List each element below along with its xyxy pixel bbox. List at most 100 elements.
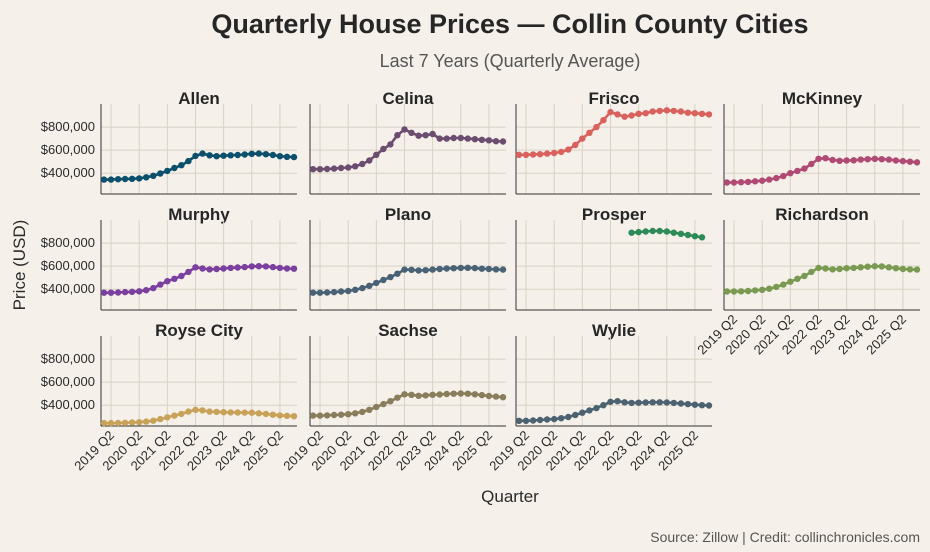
data-point — [401, 266, 408, 273]
data-point — [744, 178, 752, 186]
data-point — [220, 152, 227, 159]
data-point — [698, 402, 706, 409]
data-point — [464, 264, 471, 271]
data-point — [723, 179, 731, 186]
data-point — [478, 391, 486, 399]
data-point — [457, 264, 464, 272]
data-point — [422, 132, 429, 139]
series-line — [313, 392, 504, 417]
panel-allen: Allen $400,000 $600,000 $800,000 — [41, 89, 298, 195]
data-point — [290, 413, 298, 420]
data-point — [199, 265, 206, 272]
panel-title: Richardson — [775, 205, 869, 224]
data-point — [345, 287, 352, 295]
data-point — [773, 174, 780, 182]
data-point — [642, 110, 649, 117]
data-point — [536, 416, 544, 424]
y-tick-label: $800,000 — [41, 351, 95, 366]
data-point — [787, 278, 794, 285]
data-point — [492, 266, 500, 273]
data-point — [422, 267, 429, 274]
data-point — [579, 409, 586, 416]
data-point — [656, 227, 663, 235]
data-point — [387, 273, 394, 281]
data-point — [276, 412, 284, 419]
data-point — [136, 288, 143, 295]
data-point — [100, 289, 108, 296]
data-point — [213, 153, 220, 160]
chart-caption: Source: Zillow | Credit: collinchronicle… — [650, 529, 920, 545]
data-point — [157, 170, 164, 177]
facet-panels: Allen $400,000 $600,000 $800,000 Celina Frisc… — [41, 89, 921, 473]
data-point — [677, 400, 685, 407]
data-point — [100, 176, 108, 183]
data-point — [178, 162, 185, 169]
data-point — [815, 264, 822, 272]
series-line — [727, 264, 918, 293]
data-point — [114, 419, 122, 427]
panel-title: McKinney — [782, 89, 863, 108]
data-point — [691, 401, 699, 408]
data-point — [359, 408, 366, 416]
x-axis-title: Quarter — [481, 487, 539, 506]
data-point — [387, 141, 394, 148]
data-point — [337, 411, 345, 418]
data-point — [663, 228, 670, 235]
data-point — [822, 155, 829, 162]
panel-prosper: Prosper — [515, 205, 712, 311]
data-point — [857, 156, 864, 163]
data-point — [241, 409, 248, 416]
data-point — [892, 265, 900, 272]
data-point — [150, 284, 157, 292]
data-point — [283, 265, 291, 272]
data-point — [892, 157, 900, 164]
data-point — [822, 265, 829, 272]
data-point — [262, 263, 270, 270]
data-point — [248, 263, 255, 270]
data-point — [220, 409, 227, 416]
y-tick-label: $800,000 — [41, 119, 95, 134]
data-point — [114, 289, 122, 296]
panel-frisco: Frisco — [515, 89, 713, 195]
data-point — [607, 108, 614, 116]
data-point — [808, 160, 815, 168]
data-point — [794, 167, 801, 175]
data-point — [471, 391, 479, 398]
data-point — [906, 266, 914, 273]
data-point — [206, 152, 213, 159]
data-point — [649, 399, 656, 406]
data-point — [829, 156, 836, 164]
data-point — [450, 134, 457, 142]
data-point — [276, 264, 284, 272]
series-line — [313, 266, 504, 295]
data-point — [801, 165, 808, 172]
data-point — [185, 408, 192, 415]
data-point — [185, 268, 192, 276]
data-point — [345, 164, 352, 171]
data-point — [429, 130, 436, 138]
data-point — [663, 107, 670, 114]
data-point — [628, 112, 635, 119]
data-point — [670, 399, 677, 407]
data-point — [136, 419, 143, 426]
data-point — [450, 265, 457, 272]
data-point — [401, 126, 408, 133]
data-point — [536, 151, 544, 158]
data-point — [744, 287, 752, 295]
data-point — [171, 164, 178, 172]
series-line — [104, 408, 295, 425]
data-point — [394, 394, 401, 401]
data-point — [684, 109, 692, 116]
data-point — [128, 175, 136, 182]
data-point — [913, 266, 921, 273]
data-point — [684, 231, 692, 239]
series-line — [519, 399, 710, 423]
data-point — [808, 268, 815, 276]
data-point — [206, 408, 213, 415]
data-point — [529, 417, 537, 424]
data-point — [337, 288, 345, 295]
data-point — [621, 399, 628, 406]
